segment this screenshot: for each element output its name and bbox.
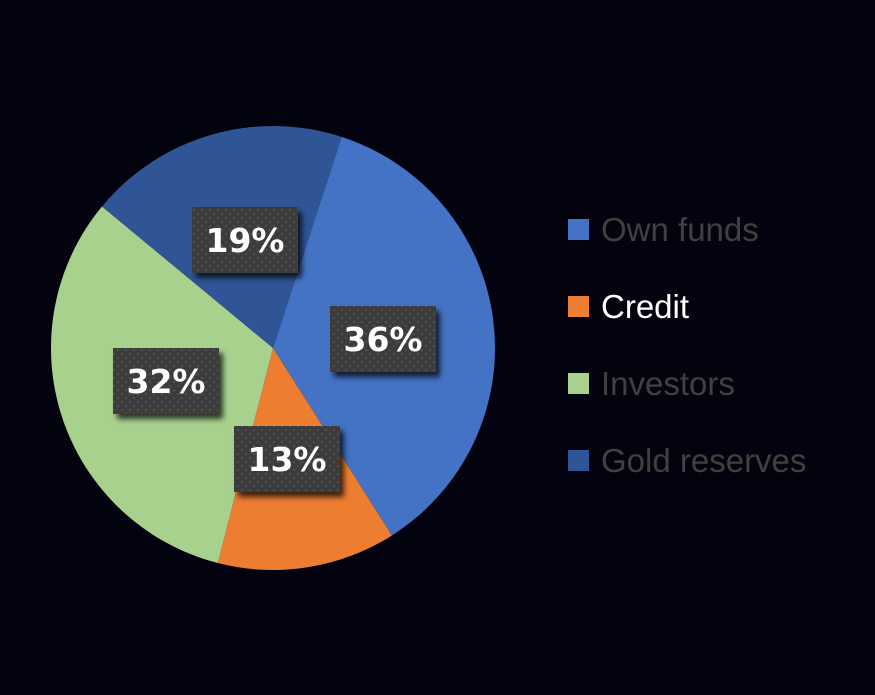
- legend-label: Investors: [601, 364, 735, 402]
- data-label-box: [192, 207, 298, 273]
- data-label-credit: 13%: [234, 426, 340, 492]
- data-label-own-funds: 36%: [330, 306, 436, 372]
- legend-swatch: [568, 219, 589, 240]
- legend-item-investors: Investors: [568, 363, 868, 404]
- legend-item-own-funds: Own funds: [568, 209, 868, 250]
- data-label-text: 32%: [127, 362, 206, 401]
- chart-legend: Own funds Credit Investors Gold reserves: [568, 209, 868, 517]
- pie-data-labels: 36% 13% 32% 19%: [113, 207, 436, 492]
- legend-swatch: [568, 373, 589, 394]
- data-label-box: [113, 348, 219, 414]
- legend-swatch: [568, 296, 589, 317]
- data-label-investors: 32%: [113, 348, 219, 414]
- legend-swatch: [568, 450, 589, 471]
- data-label-gold-reserves: 19%: [192, 207, 298, 273]
- legend-label: Own funds: [601, 210, 759, 248]
- data-label-text: 36%: [344, 320, 423, 359]
- data-label-box: [234, 426, 340, 492]
- data-label-text: 19%: [206, 221, 285, 260]
- data-label-text: 13%: [248, 440, 327, 479]
- legend-label: Gold reserves: [601, 441, 807, 479]
- data-label-box: [330, 306, 436, 372]
- legend-item-gold-reserves: Gold reserves: [568, 440, 868, 481]
- legend-item-credit: Credit: [568, 286, 868, 327]
- legend-label: Credit: [601, 287, 690, 325]
